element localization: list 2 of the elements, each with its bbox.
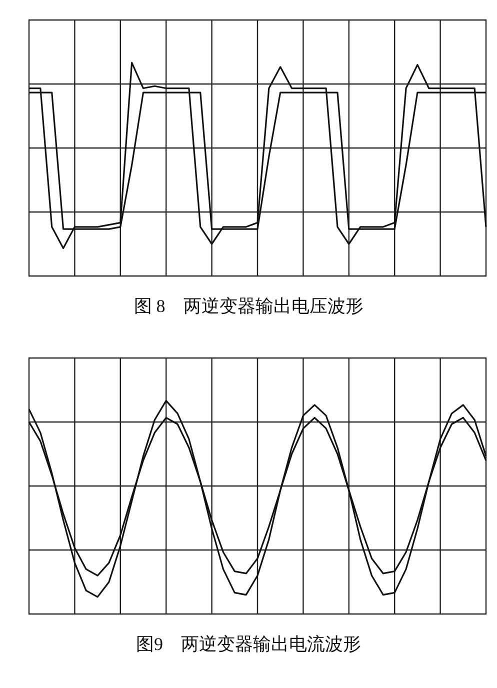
- text: 图9 两逆变器输出电流波形: [135, 633, 362, 656]
- text: 图 8 两逆变器输出电压波形: [132, 295, 364, 318]
